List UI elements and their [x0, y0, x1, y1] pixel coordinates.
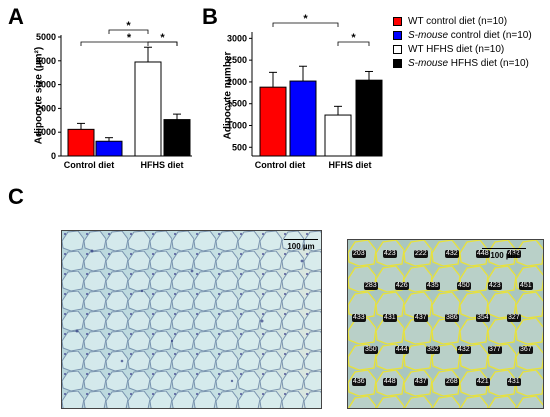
chart-a: 0 1000 2000 3000 4000 5000 Control diet HFHS di…	[36, 20, 192, 170]
cell-size-label: 451	[519, 282, 533, 290]
scale-bar-right: 100 µm	[482, 248, 526, 260]
bar	[289, 80, 317, 157]
legend-label: WT control diet (n=10)	[408, 15, 508, 27]
panel-letter-a: A	[8, 4, 24, 29]
cell-size-label: 426	[395, 282, 409, 290]
chart-b: 500 1000 1500 2000 2500 3000 Control diet HFHS …	[227, 13, 383, 170]
y-tick-label: 0	[51, 151, 56, 161]
significance-bracket	[337, 41, 370, 46]
cell-size-label: 448	[476, 250, 490, 258]
legend-item: S-mouse control diet (n=10)	[393, 28, 532, 42]
cell-size-label: 444	[395, 346, 409, 354]
cell-size-label: 432	[507, 250, 521, 258]
x-category-label: Control diet	[64, 160, 115, 170]
cell-size-label: 437	[414, 314, 428, 322]
cell-size-label: 377	[488, 346, 502, 354]
cell-size-label: 432	[457, 346, 471, 354]
significance-label: *	[351, 32, 356, 44]
cell-size-label: 432	[445, 250, 459, 258]
cell-size-label: 268	[445, 378, 459, 386]
bar	[67, 128, 95, 157]
cell-size-label: 431	[383, 314, 397, 322]
cell-size-label: 350	[364, 346, 378, 354]
significance-bracket	[272, 22, 339, 27]
y-tick-label: 3000	[36, 80, 56, 90]
cell-size-label: 423	[383, 250, 397, 258]
y-tick-label: 3000	[227, 33, 247, 43]
cell-size-label: 421	[476, 378, 490, 386]
cell-size-label: 448	[383, 378, 397, 386]
y-tick-label: 5000	[36, 32, 56, 42]
y-tick-label: 2000	[36, 103, 56, 113]
cell-size-label: 327	[507, 314, 521, 322]
y-tick-label: 1000	[36, 127, 56, 137]
cell-size-label: 450	[457, 282, 471, 290]
cell-size-label: 283	[364, 282, 378, 290]
significance-label: *	[126, 20, 131, 32]
micrograph-left: 100 µm	[61, 230, 322, 409]
legend-item: S-mouse HFHS diet (n=10)	[393, 56, 532, 70]
cell-size-label: 386	[445, 314, 459, 322]
y-tick-label: 2000	[227, 77, 247, 87]
scale-bar-line	[284, 239, 318, 240]
legend-swatch	[393, 58, 402, 68]
legend-label: WT HFHS diet (n=10)	[408, 43, 505, 55]
micrograph-left-image	[62, 231, 321, 408]
scale-bar-left: 100 µm	[284, 239, 318, 251]
y-tick-label: 4000	[36, 56, 56, 66]
y-tick-label: 2500	[227, 55, 247, 65]
scale-bar-label: 100 µm	[490, 251, 518, 260]
y-tick-label: 500	[232, 142, 247, 152]
cell-size-label: 435	[426, 282, 440, 290]
significance-label: *	[303, 13, 308, 25]
cell-size-label: 352	[426, 346, 440, 354]
cell-size-label: 431	[507, 378, 521, 386]
legend-swatch	[393, 30, 402, 40]
x-category-label: HFHS diet	[140, 160, 183, 170]
bar	[259, 86, 287, 157]
cell-size-label: 423	[488, 282, 502, 290]
cell-size-label: 437	[414, 378, 428, 386]
scale-bar-label: 100 µm	[287, 242, 315, 251]
legend-item: WT HFHS diet (n=10)	[393, 42, 532, 56]
significance-bracket	[147, 41, 178, 46]
y-tick-label: 1500	[227, 99, 247, 109]
panel-letter-b: B	[202, 4, 218, 29]
legend-swatch	[393, 16, 402, 26]
significance-label: *	[127, 32, 132, 44]
legend-label: S-mouse HFHS diet (n=10)	[408, 57, 529, 69]
cell-size-label: 222	[414, 250, 428, 258]
x-category-label: Control diet	[255, 160, 306, 170]
y-tick-label: 1000	[227, 121, 247, 131]
legend-swatch	[393, 44, 402, 54]
cell-size-label: 203	[352, 250, 366, 258]
micrograph-right: 203 423 222 432 448 432 283 426 435 450 423 451 433 4…	[347, 239, 544, 409]
cell-size-label: 433	[352, 314, 366, 322]
bar	[163, 119, 191, 157]
bar	[324, 114, 352, 157]
bar	[95, 140, 123, 157]
significance-label: *	[160, 32, 165, 44]
bar	[355, 79, 383, 157]
legend-item: WT control diet (n=10)	[393, 14, 532, 28]
cell-size-label: 436	[352, 378, 366, 386]
legend-label: S-mouse control diet (n=10)	[408, 29, 532, 41]
bar	[134, 61, 162, 157]
x-category-label: HFHS diet	[328, 160, 371, 170]
legend: WT control diet (n=10) S-mouse control di…	[393, 14, 532, 70]
significance-bracket	[108, 29, 149, 34]
scale-bar-line	[482, 248, 526, 249]
panel-letter-c: C	[8, 184, 24, 209]
cell-size-label: 367	[519, 346, 533, 354]
cell-size-label: 354	[476, 314, 490, 322]
